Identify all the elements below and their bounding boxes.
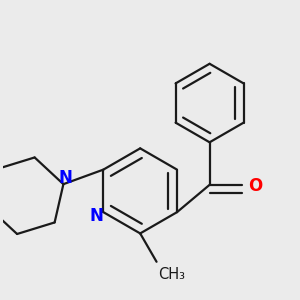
Text: O: O [248,178,262,196]
Text: N: N [58,169,72,187]
Text: CH₃: CH₃ [158,267,185,282]
Text: N: N [89,207,103,225]
